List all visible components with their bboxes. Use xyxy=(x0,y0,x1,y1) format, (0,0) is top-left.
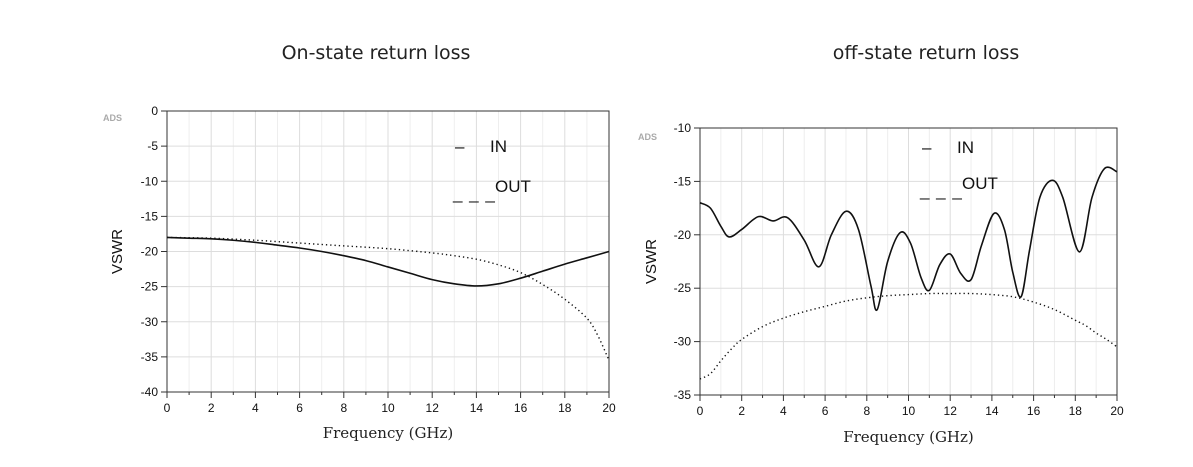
y-tick-label: -5 xyxy=(147,139,158,153)
x-tick-label: 8 xyxy=(340,401,347,415)
y-tick-label: 0 xyxy=(151,104,158,118)
y-tick-label: -25 xyxy=(141,280,159,294)
x-tick-label: 0 xyxy=(164,401,171,415)
y-tick-label: -40 xyxy=(141,385,159,399)
series-in-line xyxy=(166,236,610,287)
y-tick-label: -10 xyxy=(141,174,159,188)
y-tick-label: -35 xyxy=(141,350,159,364)
y-axis-label: VSWR xyxy=(109,229,126,274)
x-tick-label: 18 xyxy=(558,401,572,415)
legend-label-in: IN xyxy=(490,137,507,156)
x-tick-label: 4 xyxy=(252,401,259,415)
ads-watermark: ADS xyxy=(103,113,122,123)
x-tick-label: 14 xyxy=(470,401,484,415)
x-tick-label: 10 xyxy=(381,401,395,415)
chart-title-on-state: On-state return loss xyxy=(281,42,471,64)
legend-label-out: OUT xyxy=(495,177,531,196)
x-axis-label: Frequency (GHz) xyxy=(323,424,454,442)
legend-marker-out: _ _ _ xyxy=(452,184,496,203)
x-tick-label: 6 xyxy=(296,401,303,415)
y-tick-label: -30 xyxy=(141,315,159,329)
x-tick-label: 12 xyxy=(426,401,440,415)
legend-marker-in: – xyxy=(455,137,465,156)
chart-title-off-state: off-state return loss xyxy=(832,42,1020,64)
x-tick-label: 20 xyxy=(602,401,616,415)
y-tick-label: -20 xyxy=(141,245,159,259)
x-tick-label: 2 xyxy=(208,401,215,415)
y-tick-label: -15 xyxy=(141,209,159,223)
x-tick-label: 16 xyxy=(514,401,528,415)
